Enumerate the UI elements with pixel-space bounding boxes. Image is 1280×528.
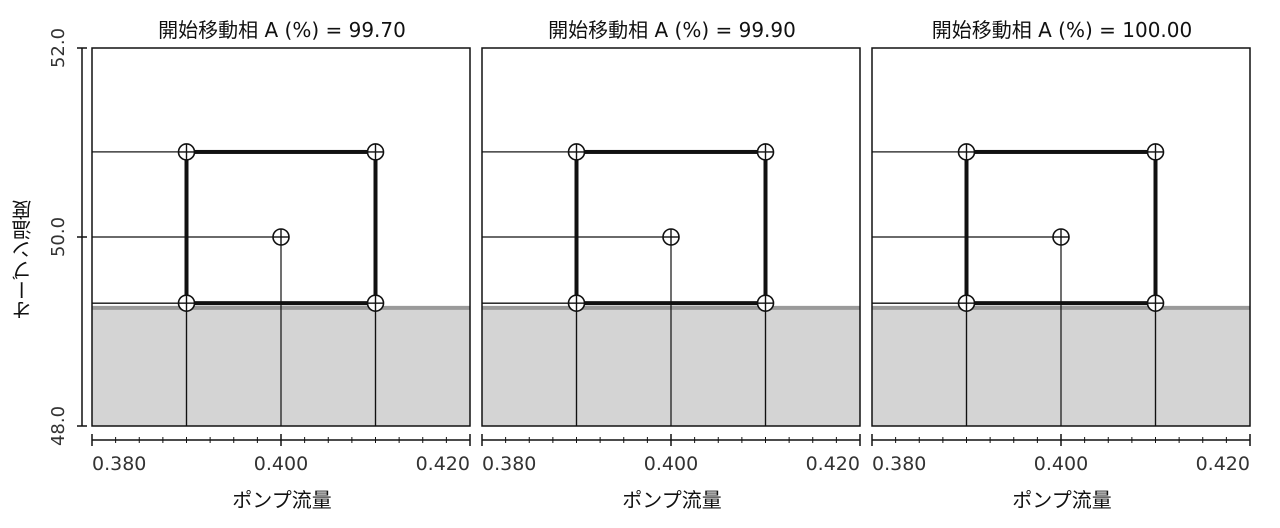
data-point-2 [662,228,680,246]
data-point-1 [756,143,775,161]
data-point-3 [567,294,586,312]
x-tick-label-0: 0.380 [482,453,536,475]
design-rectangle [184,149,378,306]
data-point-0 [177,143,196,161]
data-point-2 [1052,228,1070,246]
data-point-3 [177,294,196,312]
panel-3: 0.380 0.400 0.420 [871,47,1251,475]
x-tick-label-2: 0.420 [1196,453,1250,475]
data-point-4 [1146,294,1165,312]
panel-1-x-axis-label: ポンプ流量 [232,488,332,512]
data-point-3 [957,294,976,312]
data-point-4 [756,294,775,312]
x-tick-label-1: 0.400 [1034,453,1088,475]
x-tick-label-1: 0.400 [644,453,698,475]
y-tick-label-0: 48.0 [48,406,69,446]
panel-2-title: 開始移動相 A (%) = 99.90 [548,18,796,42]
data-point-0 [957,143,976,161]
design-rectangle [574,149,768,306]
panel-2-x-axis-label: ポンプ流量 [622,488,722,512]
data-point-2 [272,228,290,246]
panel-3-x-axis-label: ポンプ流量 [1012,488,1112,512]
design-rectangle [964,149,1158,306]
x-tick-label-1: 0.400 [254,453,308,475]
panel-2: 0.380 0.400 0.420 [481,47,861,475]
y-tick-label-1: 50.0 [48,217,69,257]
x-tick-label-2: 0.420 [806,453,860,475]
data-point-4 [366,294,385,312]
panel-3-title: 開始移動相 A (%) = 100.00 [931,18,1193,42]
data-point-1 [366,143,385,161]
data-point-0 [567,143,586,161]
x-tick-label-2: 0.420 [416,453,470,475]
y-tick-label-2: 52.0 [48,28,69,68]
panel-1-title: 開始移動相 A (%) = 99.70 [158,18,406,42]
data-point-1 [1146,143,1165,161]
panel-frame [871,47,1251,427]
x-tick-label-0: 0.380 [92,453,146,475]
x-tick-label-0: 0.380 [872,453,926,475]
panel-1: 0.380 0.400 0.420 [91,47,471,475]
panel-frame [91,47,471,427]
panel-frame [481,47,861,427]
